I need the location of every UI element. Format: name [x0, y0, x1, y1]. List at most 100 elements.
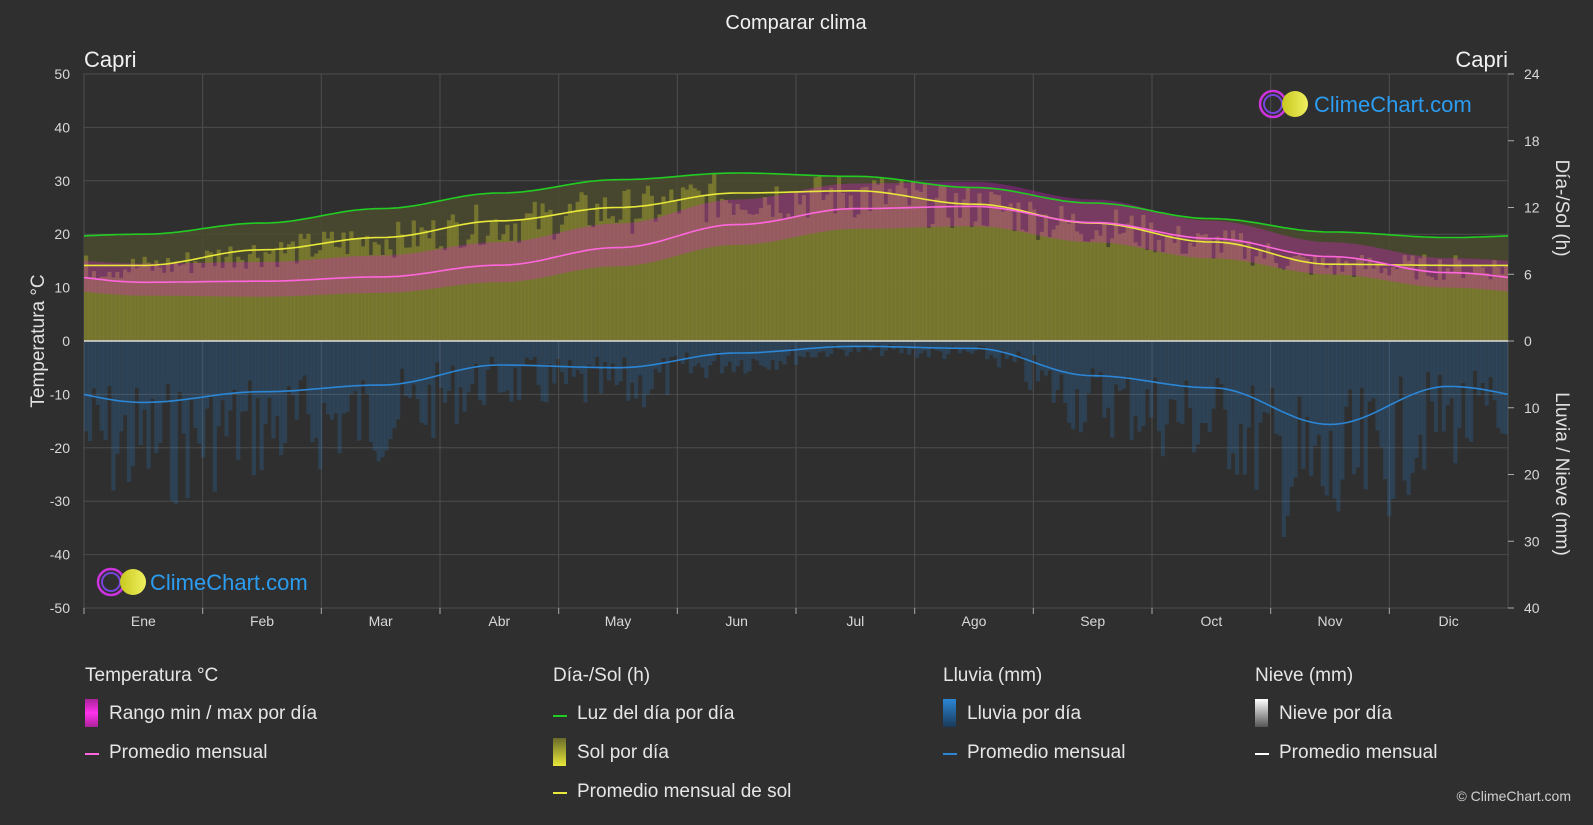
rain-day-bar — [1387, 341, 1392, 517]
rain-day-bar — [294, 341, 299, 420]
rain-day-bar — [630, 341, 635, 383]
sun-day-bar — [719, 198, 725, 341]
rain-day-bar — [380, 341, 385, 458]
rain-day-bar — [263, 341, 268, 424]
sun-day-bar — [197, 262, 202, 341]
x-tick-label: Jul — [846, 613, 864, 629]
sun-day-bar — [333, 246, 338, 341]
sun-day-bar — [556, 233, 561, 341]
sun-day-bar — [747, 213, 752, 341]
rain-day-bar — [634, 341, 639, 399]
rain-day-bar — [220, 341, 225, 401]
sun-day-bar — [329, 231, 334, 341]
rain-day-bar — [341, 341, 346, 414]
rain-day-bar — [123, 341, 128, 416]
sun-day-bar — [509, 240, 514, 341]
sun-day-bar — [403, 247, 409, 341]
sun-day-bar — [716, 217, 721, 341]
rain-day-bar — [895, 341, 900, 347]
rain-day-bar — [1172, 341, 1177, 400]
rain-day-bar — [185, 341, 190, 499]
sun-day-bar — [349, 231, 354, 341]
y-right-sun-tick-label: 6 — [1524, 266, 1532, 282]
sun-day-bar — [1402, 255, 1407, 341]
rain-day-bar — [1168, 341, 1173, 400]
rain-day-bar — [1348, 341, 1353, 390]
sun-day-bar — [1035, 239, 1041, 341]
sun-day-bar — [856, 214, 861, 341]
rain-day-bar — [333, 341, 338, 414]
sun-day-bar — [895, 185, 900, 341]
rain-day-bar — [271, 341, 276, 439]
sun-day-bar — [844, 207, 849, 341]
rain-day-bar — [922, 341, 927, 351]
rain-day-bar — [587, 341, 592, 365]
sun-day-bar — [1078, 234, 1084, 341]
rain-day-bar — [552, 341, 557, 384]
sun-day-bar — [450, 214, 455, 341]
sun-day-bar — [536, 229, 541, 341]
sun-day-bar — [1238, 233, 1244, 341]
daylight-line-icon — [553, 715, 567, 717]
rain-day-bar — [282, 341, 288, 444]
sun-day-bar — [1246, 240, 1251, 341]
rain-avg-line — [84, 345, 1508, 426]
rain-day-bar — [318, 341, 323, 470]
rain-day-bar — [1090, 341, 1095, 369]
rain-day-bar — [1125, 341, 1130, 377]
rain-day-bar — [817, 341, 822, 353]
rain-day-bar — [520, 341, 526, 365]
rain-day-bar — [716, 341, 721, 353]
sun-day-bar — [1277, 268, 1283, 341]
sun-day-bar — [1433, 280, 1439, 341]
sun-day-bar — [1231, 230, 1236, 341]
rain-day-bar — [158, 341, 163, 443]
sun-day-bar — [571, 211, 576, 341]
rain-day-bar — [1024, 341, 1029, 382]
rain-day-bar — [1051, 341, 1056, 403]
sun-day-bar — [1059, 206, 1064, 341]
rain-day-bar — [1305, 341, 1310, 417]
sun-day-bar — [688, 184, 693, 341]
rain-day-bar — [1398, 341, 1403, 377]
sun-day-bar — [306, 233, 311, 341]
sun-day-bar — [524, 213, 530, 341]
rain-day-bar — [977, 341, 982, 346]
sun-day-bar — [790, 216, 795, 341]
rain-day-bar — [712, 341, 717, 362]
rain-day-bar — [1000, 341, 1006, 351]
rain-day-bar — [442, 341, 448, 403]
rain-day-bar — [201, 341, 206, 458]
sun-day-bar — [544, 212, 549, 341]
rain-day-bar — [1195, 341, 1201, 445]
rain-day-bar — [559, 341, 565, 372]
rain-day-bar — [1242, 341, 1247, 475]
sun-day-bar — [1383, 268, 1388, 341]
sun-day-bar — [1465, 272, 1470, 341]
sun-day-bar — [587, 225, 592, 341]
sun-day-bar — [1024, 231, 1029, 341]
rain-day-bar — [142, 341, 147, 410]
rain-day-bar — [1301, 341, 1306, 469]
rain-day-bar — [197, 341, 202, 444]
sun-day-bar — [1180, 253, 1185, 341]
rain-day-bar — [146, 341, 151, 469]
sun-day-bar — [1063, 221, 1068, 341]
sun-day-bar — [1340, 271, 1345, 341]
sun-day-bar — [154, 260, 159, 341]
sun-day-bar — [961, 199, 967, 341]
rain-day-bar — [1433, 341, 1439, 432]
sun-day-bar — [1472, 264, 1478, 341]
rain-day-bar — [528, 341, 533, 361]
x-tick-label: Jun — [725, 613, 748, 629]
sun-day-bar — [1102, 222, 1107, 341]
rain-day-bar — [372, 341, 377, 451]
sun-day-bar — [848, 195, 853, 341]
rain-day-bar — [1227, 341, 1232, 470]
sun-day-bar — [1055, 225, 1060, 341]
sun-day-bar — [1004, 209, 1009, 341]
sun-day-bar — [294, 263, 299, 341]
sun-day-bar — [84, 255, 89, 341]
y-right-rain-tick-label: 20 — [1524, 467, 1540, 483]
rain-day-bar — [162, 341, 167, 401]
